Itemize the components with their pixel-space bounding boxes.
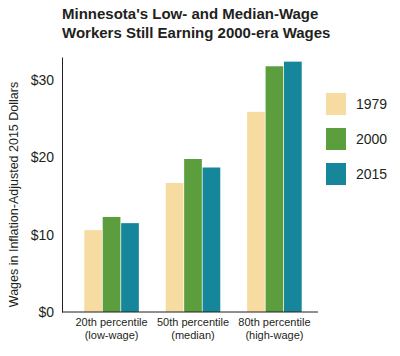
y-tick-label: $10 (31, 227, 55, 243)
x-tick: 50th percentile(median) (157, 312, 229, 341)
x-tick-label: 80th percentile(high-wage) (238, 316, 310, 341)
y-tick-label: $0 (38, 304, 54, 320)
x-tick: 20th percentile(low-wage) (75, 312, 147, 341)
bar (203, 168, 221, 313)
bar (103, 217, 121, 312)
bar (247, 112, 265, 312)
legend-label: 2015 (356, 166, 387, 182)
x-axis-line (62, 312, 318, 313)
y-tick: $10 (31, 227, 62, 243)
title: Minnesota's Low- and Median-WageWorkers … (62, 5, 330, 41)
y-tick-label: $30 (31, 72, 55, 88)
x-tick-label: 20th percentile(low-wage) (75, 316, 147, 341)
legend-label: 1979 (356, 96, 387, 112)
legend-item: 2000 (326, 128, 387, 150)
y-tick: $0 (38, 304, 62, 320)
y-axis-line (62, 58, 63, 313)
y-axis-title: Wages in Inflation-Adjusted 2015 Dollars (7, 82, 21, 307)
y-axis: $0 $10 $20 $30 (31, 58, 63, 320)
legend-swatch (326, 163, 346, 185)
legend-swatch (326, 93, 346, 115)
chart: Minnesota's Low- and Median-WageWorkers … (0, 0, 400, 356)
y-tick-label: $20 (31, 149, 55, 165)
bar (284, 62, 302, 312)
legend-item: 1979 (326, 93, 387, 115)
x-tick-label: 50th percentile(median) (157, 316, 229, 341)
legend: 1979 2000 2015 (326, 93, 387, 185)
y-tick: $20 (31, 149, 62, 165)
bar (266, 66, 284, 312)
x-axis: 20th percentile(low-wage) 50th percentile… (62, 312, 318, 341)
legend-item: 2015 (326, 163, 387, 185)
bars (84, 62, 301, 312)
bar (184, 159, 202, 312)
bar (166, 183, 184, 312)
bar (121, 223, 139, 312)
y-tick: $30 (31, 72, 62, 88)
legend-label: 2000 (356, 131, 387, 147)
legend-swatch (326, 128, 346, 150)
x-tick: 80th percentile(high-wage) (238, 312, 310, 341)
bar (84, 230, 102, 312)
